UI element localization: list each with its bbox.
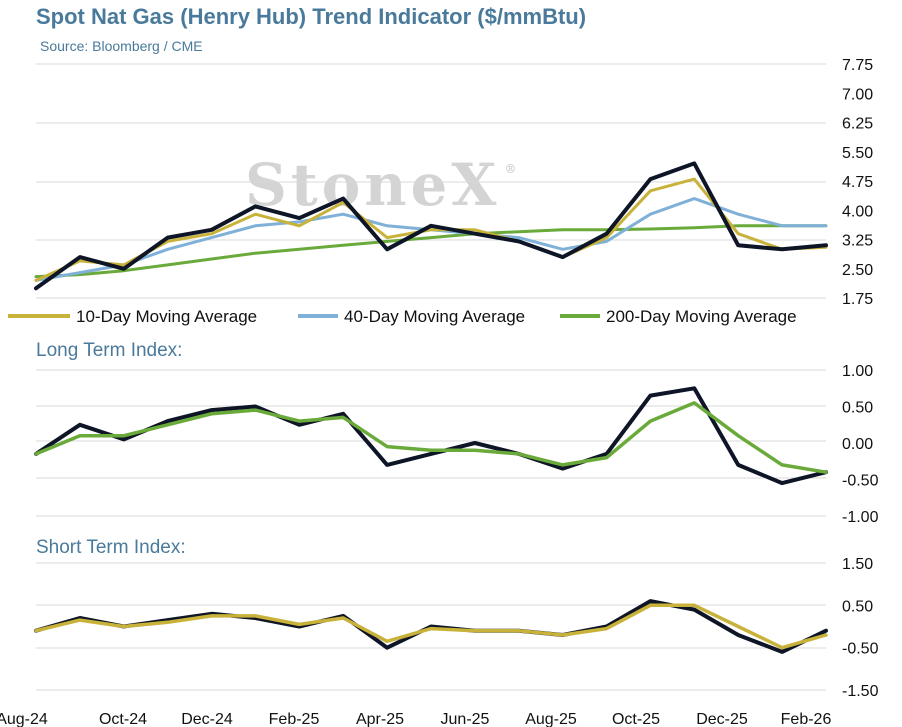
x-axis-label-3: Feb-25 <box>269 711 320 727</box>
short-term-title: Short Term Index: <box>36 537 186 558</box>
panel3-y-tick-1: 0.50 <box>842 598 873 615</box>
panel3-series-0-line <box>34 599 828 654</box>
panel1-y-tick-5: 4.00 <box>842 203 873 220</box>
x-axis-label-2: Dec-24 <box>181 711 233 727</box>
chart-source: Source: Bloomberg / CME <box>40 38 203 54</box>
x-axis-label-5: Jun-25 <box>441 711 490 727</box>
x-axis-label-4: Apr-25 <box>356 711 404 727</box>
panel1-y-tick-6: 3.25 <box>842 233 873 250</box>
panel1-y-tick-7: 2.50 <box>842 262 873 279</box>
panel1-y-tick-0: 7.75 <box>842 57 873 74</box>
panel3-y-tick-0: 1.50 <box>842 556 873 573</box>
x-axis-label-1: Oct-24 <box>99 711 147 727</box>
panel3-y-tick-3: -1.50 <box>842 683 879 700</box>
panel1-y-tick-8: 1.75 <box>842 291 873 308</box>
panel2-y-tick-2: 0.00 <box>842 436 873 453</box>
panel3-y-tick-2: -0.50 <box>842 641 879 658</box>
panel2-series-1-line <box>34 401 828 474</box>
panel2-y-tick-0: 1.00 <box>842 363 873 380</box>
panel1-y-tick-2: 6.25 <box>842 116 873 133</box>
panel1-series-3-line <box>34 224 828 279</box>
panel1-y-tick-3: 5.50 <box>842 145 873 162</box>
panel1-y-tick-4: 4.75 <box>842 174 873 191</box>
legend-label-0: 10-Day Moving Average <box>76 307 257 326</box>
panel1-series-1-line <box>34 177 828 282</box>
panel3-series-1-line <box>34 603 828 650</box>
panel1-series-0-line <box>34 161 828 291</box>
legend-label-2: 200-Day Moving Average <box>606 307 797 326</box>
x-axis-label-7: Oct-25 <box>612 711 660 727</box>
stonex-watermark: StoneX ® <box>245 151 520 219</box>
panel2-y-tick-4: -1.00 <box>842 509 879 526</box>
legend-label-1: 40-Day Moving Average <box>344 307 525 326</box>
long-term-title: Long Term Index: <box>36 340 183 361</box>
x-axis-label-0: Aug-24 <box>0 711 48 727</box>
panel2-y-tick-1: 0.50 <box>842 400 873 417</box>
panel2-y-tick-3: -0.50 <box>842 473 879 490</box>
x-axis-label-9: Feb-26 <box>781 711 832 727</box>
x-axis-label-8: Dec-25 <box>696 711 748 727</box>
panel1-y-tick-1: 7.00 <box>842 86 873 103</box>
x-axis-label-6: Aug-25 <box>525 711 577 727</box>
chart-title: Spot Nat Gas (Henry Hub) Trend Indicator… <box>36 4 587 29</box>
panel2-series-0-line <box>34 386 828 486</box>
